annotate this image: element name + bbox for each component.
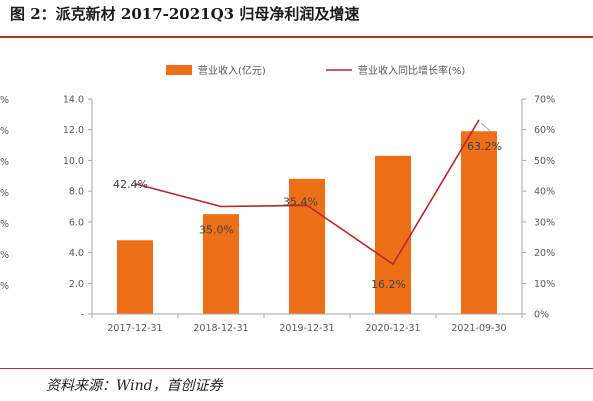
growth-polyline <box>134 119 480 266</box>
x-tick-label: 2019-12-31 <box>279 323 334 334</box>
growth-line: 42.4% 35.0% 35.4% 16.2% 63.2% <box>113 119 502 291</box>
legend-line-label: 营业收入同比增长率(%) <box>358 64 465 77</box>
x-tick-label: 2017-12-31 <box>107 323 162 334</box>
revenue-bars <box>117 131 497 314</box>
left-tick-label: - <box>81 310 84 321</box>
revenue-bar <box>203 214 239 314</box>
legend-bar-label: 营业收入(亿元) <box>198 64 266 77</box>
legend-bar-swatch <box>166 65 192 75</box>
right-tick-label: 50% <box>534 156 555 167</box>
right-tick-label: 30% <box>534 217 555 228</box>
left-tick-label: 10.0 <box>63 156 84 167</box>
far-left-tick: % <box>0 157 9 168</box>
x-tick-label: 2020-12-31 <box>365 323 420 334</box>
right-tick-label: 20% <box>534 248 555 259</box>
revenue-bar <box>375 155 411 314</box>
left-tick-label: 4.0 <box>69 248 84 259</box>
left-tick-label: 6.0 <box>69 217 84 228</box>
growth-data-label: 42.4% <box>113 178 148 191</box>
revenue-bar <box>461 131 497 314</box>
x-axis: 2017-12-31 2018-12-31 2019-12-31 2020-12-31… <box>91 313 523 334</box>
label-leader-line <box>480 122 492 133</box>
revenue-bar <box>289 178 325 314</box>
x-tick-label: 2018-12-31 <box>193 323 248 334</box>
right-tick-label: 70% <box>534 95 555 106</box>
bottom-rule <box>0 368 593 369</box>
far-left-axis-ticks: %%%%%%% <box>0 95 9 292</box>
far-left-tick: % <box>0 126 9 137</box>
left-tick-label: 8.0 <box>69 187 84 198</box>
right-axis: 0% 10% 20% 30% 40% 50% 60% 70% <box>521 95 555 321</box>
far-left-tick: % <box>0 250 9 261</box>
growth-data-label: 35.0% <box>199 224 234 237</box>
top-rule <box>0 36 593 38</box>
growth-data-label: 35.4% <box>283 195 318 208</box>
right-tick-label: 60% <box>534 125 555 136</box>
left-axis: - 2.0 4.0 6.0 8.0 10.0 12.0 14.0 <box>63 95 93 321</box>
legend: 营业收入(亿元) 营业收入同比增长率(%) <box>166 64 465 77</box>
revenue-bar <box>117 240 153 314</box>
left-tick-label: 14.0 <box>63 95 84 106</box>
left-tick-label: 2.0 <box>69 279 84 290</box>
x-tick-label: 2021-09-30 <box>451 323 506 334</box>
far-left-tick: % <box>0 188 9 199</box>
revenue-growth-chart: 营业收入(亿元) 营业收入同比增长率(%) %%%%%%% - 2.0 4.0 6.0 8… <box>0 64 555 334</box>
left-tick-label: 12.0 <box>63 125 84 136</box>
source-note: 资料来源：Wind，首创证券 <box>46 378 223 394</box>
right-tick-label: 0% <box>534 310 549 321</box>
far-left-tick: % <box>0 281 9 292</box>
growth-data-label: 63.2% <box>467 140 502 153</box>
far-left-tick: % <box>0 95 9 106</box>
figure-title: 图 2：派克新材 2017-2021Q3 归母净利润及增速 <box>10 5 360 23</box>
right-tick-label: 40% <box>534 187 555 198</box>
growth-data-label: 16.2% <box>371 278 406 291</box>
far-left-tick: % <box>0 219 9 230</box>
right-tick-label: 10% <box>534 279 555 290</box>
